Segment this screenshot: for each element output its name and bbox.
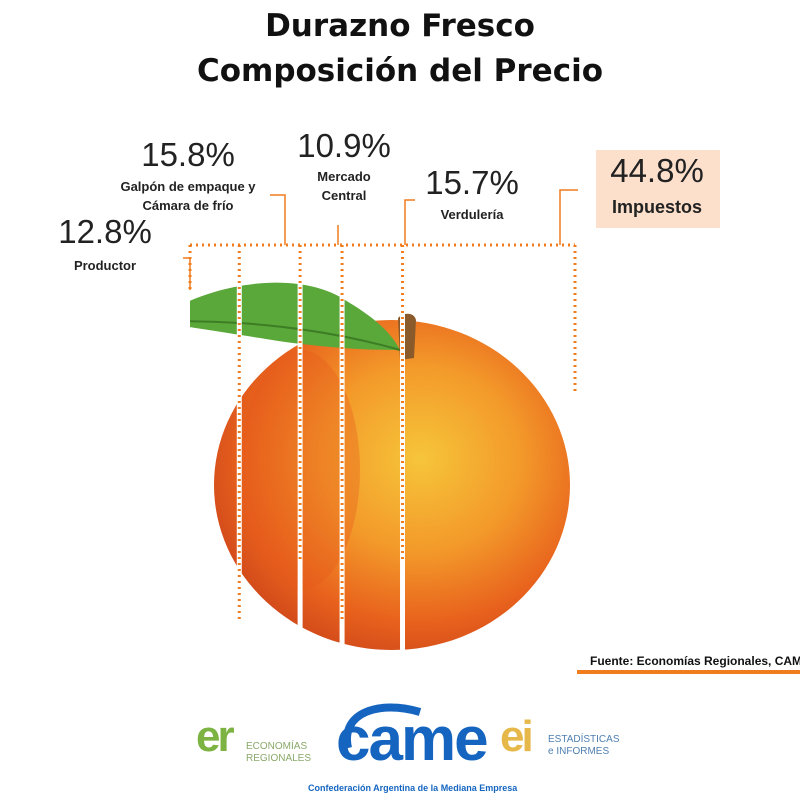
subtitle: Composición del Precio [196, 53, 604, 89]
logo-swoosh [342, 703, 422, 749]
value-label: 44.8% [610, 152, 704, 189]
category-label: Mercado Central [317, 169, 371, 203]
category-label: Galpón de empaque y Cámara de frío [120, 179, 256, 213]
logo-mark: ei [500, 712, 534, 761]
logo-text: Confederación Argentina de la Mediana Em… [308, 783, 518, 793]
logo-mark: er [196, 712, 235, 761]
logo-text: ESTADÍSTICAS e INFORMES [548, 734, 620, 757]
value-label: 12.8% [58, 213, 152, 250]
category-label: Productor [73, 258, 137, 273]
value-label: 10.9% [297, 127, 391, 164]
value-label: 15.8% [141, 136, 235, 173]
connector [559, 189, 578, 245]
logo-mark: came [336, 705, 489, 774]
highlight-box [596, 150, 720, 228]
title: Durazno Fresco [265, 8, 535, 44]
logo-text: ECONOMÍAS REGIONALES [246, 741, 312, 764]
connector [183, 257, 191, 290]
connector [270, 194, 286, 245]
value-label: 15.7% [425, 164, 519, 201]
connector [404, 199, 415, 245]
source: Fuente: Economías Regionales, CAME [590, 654, 800, 668]
category-label: Impuestos [611, 197, 703, 217]
category-label: Verdulería [440, 207, 504, 222]
